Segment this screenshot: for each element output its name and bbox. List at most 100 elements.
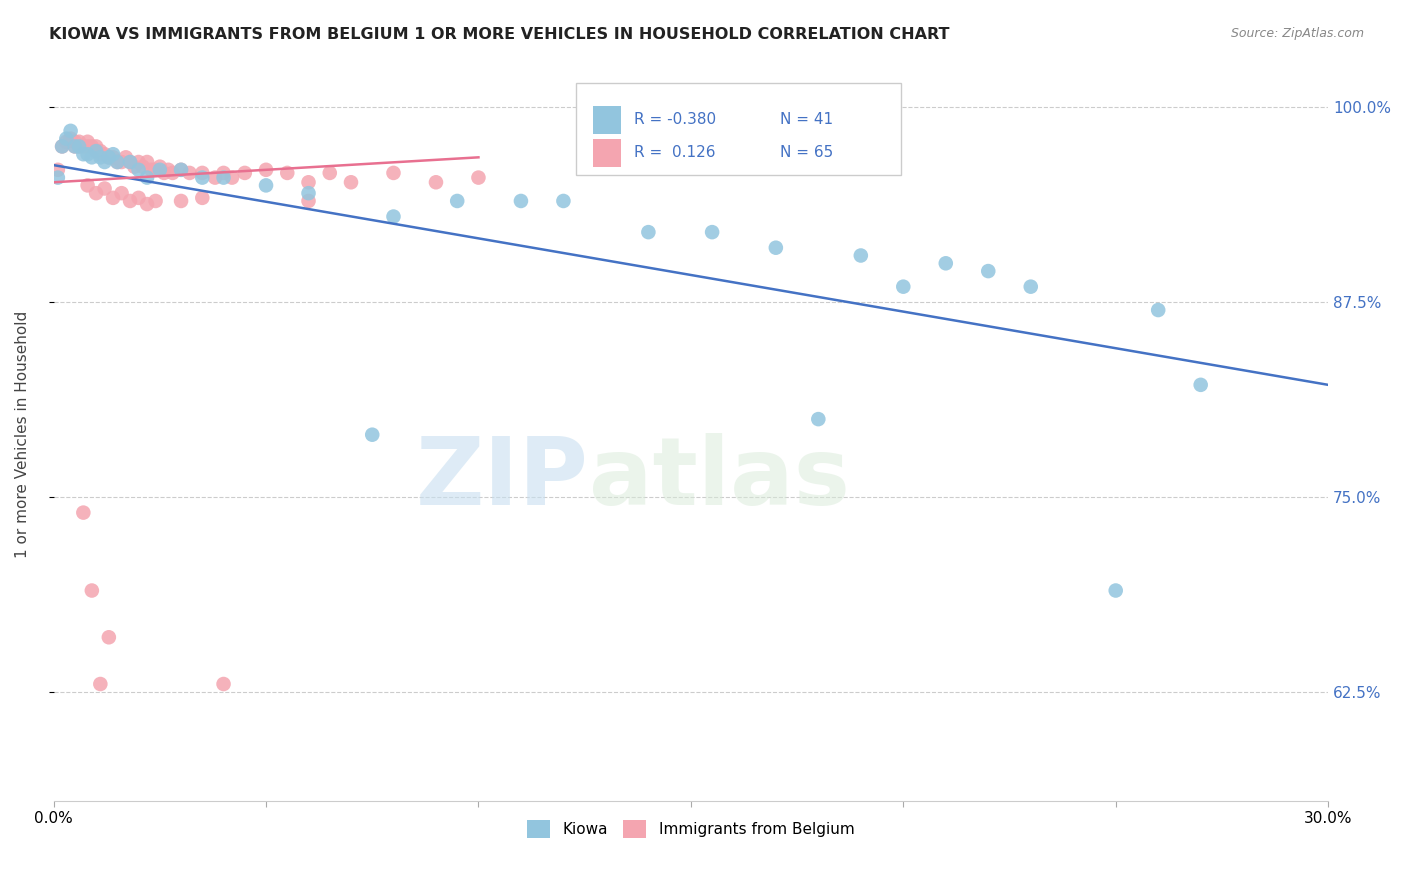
Point [120, 155, 142, 169]
Point [212, 170, 235, 185]
Text: R =  0.126: R = 0.126 [634, 145, 716, 161]
Point [132, 160, 155, 174]
Point [935, 256, 957, 270]
Point [97, 150, 120, 164]
Point [114, 150, 136, 164]
Point [76, 178, 98, 193]
Point [170, 194, 193, 208]
Point [76, 147, 98, 161]
Point [93, 147, 115, 161]
Point [89, 150, 111, 164]
Point [276, 166, 298, 180]
Point [149, 160, 172, 174]
Text: N = 65: N = 65 [780, 145, 834, 161]
Point [124, 160, 146, 174]
Point [63, 139, 86, 153]
Text: KIOWA VS IMMIGRANTS FROM BELGIUM 1 OR MORE VEHICLES IN HOUSEHOLD CORRELATION CHA: KIOWA VS IMMIGRANTS FROM BELGIUM 1 OR MO… [49, 27, 949, 42]
Point [204, 170, 226, 185]
Point [80, 139, 103, 153]
Point [89, 144, 111, 158]
Point [67, 135, 90, 149]
Point [340, 175, 363, 189]
Point [1189, 377, 1212, 392]
Point [120, 194, 142, 208]
Point [110, 155, 132, 169]
Point [89, 147, 111, 161]
Bar [593, 139, 621, 167]
Bar [593, 106, 621, 134]
Point [84, 186, 107, 201]
Point [51, 139, 73, 153]
Point [80, 150, 103, 164]
Point [297, 186, 319, 201]
Point [55, 135, 77, 149]
Point [191, 191, 214, 205]
Legend: Kiowa, Immigrants from Belgium: Kiowa, Immigrants from Belgium [522, 814, 860, 845]
Point [233, 166, 256, 180]
Point [1105, 583, 1128, 598]
Point [63, 139, 86, 153]
Point [67, 139, 90, 153]
Point [1019, 279, 1042, 293]
Text: atlas: atlas [589, 433, 849, 524]
Point [89, 677, 111, 691]
Point [153, 166, 176, 180]
Point [84, 144, 107, 158]
FancyBboxPatch shape [576, 83, 901, 175]
Point [72, 139, 94, 153]
Point [170, 162, 193, 177]
Point [101, 150, 124, 164]
Point [382, 166, 405, 180]
Point [128, 191, 150, 205]
Point [46, 162, 69, 177]
Text: ZIP: ZIP [416, 433, 589, 524]
Point [179, 166, 201, 180]
Y-axis label: 1 or more Vehicles in Household: 1 or more Vehicles in Household [15, 311, 30, 558]
Point [162, 166, 184, 180]
Point [105, 155, 128, 169]
Point [110, 186, 132, 201]
Point [145, 162, 167, 177]
Point [105, 155, 128, 169]
Point [807, 412, 830, 426]
Point [59, 131, 82, 145]
Point [128, 162, 150, 177]
Point [93, 181, 115, 195]
Point [59, 124, 82, 138]
Point [212, 166, 235, 180]
Point [221, 170, 243, 185]
Point [191, 170, 214, 185]
Point [297, 194, 319, 208]
Point [55, 131, 77, 145]
Point [136, 170, 159, 185]
Point [145, 194, 167, 208]
Text: R = -0.380: R = -0.380 [634, 112, 716, 128]
Point [101, 147, 124, 161]
Point [467, 170, 489, 185]
Text: Source: ZipAtlas.com: Source: ZipAtlas.com [1230, 27, 1364, 40]
Point [553, 194, 575, 208]
Point [254, 162, 277, 177]
Point [700, 225, 723, 239]
Point [977, 264, 1000, 278]
Point [510, 194, 533, 208]
Point [637, 225, 659, 239]
Point [149, 162, 172, 177]
Point [67, 139, 90, 153]
Point [93, 155, 115, 169]
Point [361, 427, 384, 442]
Point [84, 144, 107, 158]
Point [425, 175, 447, 189]
Point [446, 194, 468, 208]
Point [97, 630, 120, 644]
Point [72, 506, 94, 520]
Point [136, 197, 159, 211]
Point [72, 147, 94, 161]
Point [51, 139, 73, 153]
Point [84, 139, 107, 153]
Point [212, 677, 235, 691]
Point [170, 162, 193, 177]
Point [63, 135, 86, 149]
Point [141, 162, 163, 177]
Point [128, 155, 150, 169]
